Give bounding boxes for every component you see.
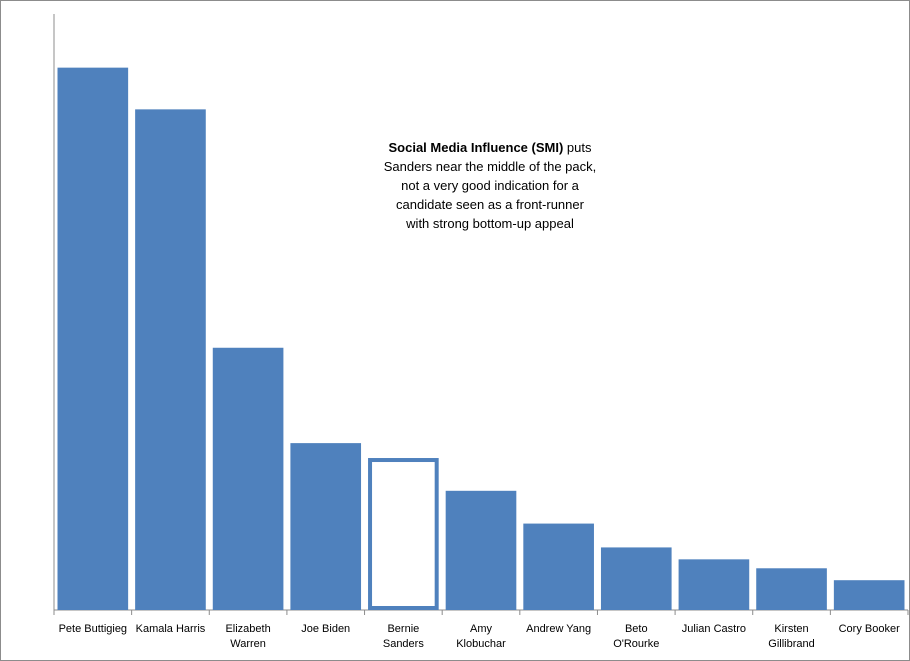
x-ticks-group [53, 610, 909, 615]
bar-3 [290, 443, 362, 610]
x-tick-label-6: Andrew Yang [526, 623, 591, 635]
annotation-bold: Social Media Influence (SMI) [388, 140, 564, 155]
x-tick-label-1: Kamala Harris [136, 623, 206, 635]
bar-10 [833, 580, 905, 610]
annotation-line-3: candidate seen as a front-runner [396, 197, 584, 212]
bar-6 [523, 523, 594, 610]
x-tick-label-7-line-0: Beto [625, 623, 648, 635]
bar-1 [135, 109, 206, 611]
annotation-line-1: Sanders near the middle of the pack, [383, 159, 597, 174]
bar-9 [756, 568, 827, 610]
x-tick-label-10-line-0: Cory Booker [839, 623, 900, 635]
bar-2 [212, 347, 284, 610]
bar-0 [57, 67, 129, 610]
bar-8 [678, 559, 750, 610]
bar-7 [600, 547, 672, 610]
annotation-line-4: with strong bottom-up appeal [406, 216, 574, 231]
x-tick-label-3: Joe Biden [301, 623, 350, 635]
x-tick-label-9-line-0: Kirsten [774, 623, 808, 635]
bar-5 [445, 490, 517, 610]
x-tick-label-4-line-0: Bernie [387, 623, 419, 635]
x-tick-label-2: Elizabeth Warren [225, 623, 270, 650]
x-tick-label-0: Pete Buttigieg [59, 623, 128, 635]
x-tick-label-1-line-0: Kamala Harris [136, 623, 206, 635]
chart-annotation: Social Media Influence (SMI) puts Sander… [330, 138, 650, 233]
x-tick-label-4-line-1: Sanders [383, 638, 424, 650]
x-tick-labels-group: Pete Buttigieg Kamala Harris Elizabeth Warr… [59, 623, 901, 650]
x-tick-label-5: Amy Klobuchar [456, 623, 506, 650]
annotation-rest: puts [566, 140, 592, 155]
x-tick-label-2-line-1: Warren [230, 638, 266, 650]
annotation-line-2: not a very good indication for a [401, 178, 579, 193]
x-tick-label-5-line-1: Klobuchar [456, 638, 506, 650]
x-tick-label-7-line-1: O'Rourke [613, 638, 659, 650]
x-tick-label-8: Julian Castro [682, 623, 746, 635]
bar-4 [368, 458, 439, 610]
x-tick-label-0-line-0: Pete Buttigieg [59, 623, 128, 635]
x-tick-label-6-line-0: Andrew Yang [526, 623, 591, 635]
bars-group [57, 67, 905, 611]
x-tick-label-2-line-0: Elizabeth [225, 623, 270, 635]
x-tick-label-10: Cory Booker [839, 623, 900, 635]
x-tick-label-9: Kirsten Gillibrand [768, 623, 814, 650]
x-tick-label-7: Beto O'Rourke [613, 623, 659, 650]
x-tick-label-3-line-0: Joe Biden [301, 623, 350, 635]
annotation-line-0: Social Media Influence (SMI) puts [330, 138, 650, 157]
x-tick-label-5-line-0: Amy [470, 623, 493, 635]
x-tick-label-4: Bernie Sanders [383, 623, 424, 650]
x-tick-label-9-line-1: Gillibrand [768, 638, 814, 650]
x-tick-label-8-line-0: Julian Castro [682, 623, 746, 635]
